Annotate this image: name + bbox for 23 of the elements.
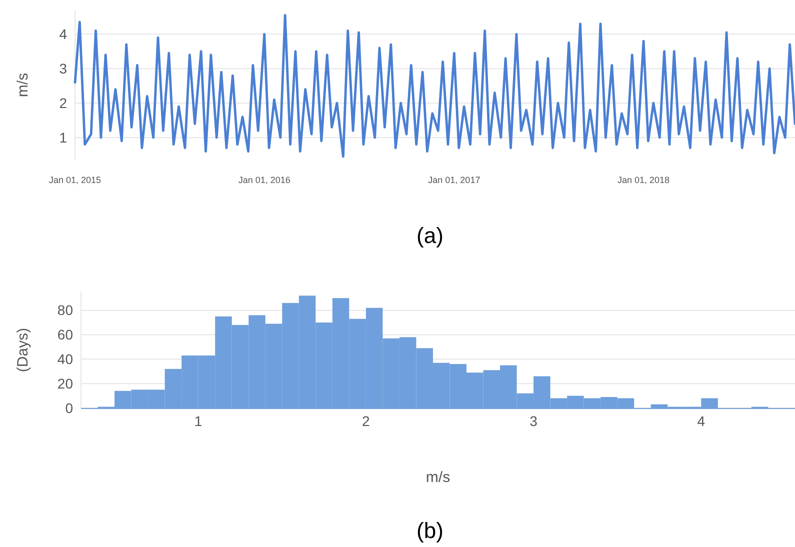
y-tick-label: 0 [65, 400, 74, 416]
y-tick-label: 80 [57, 302, 74, 318]
x-tick-label: 1 [194, 413, 202, 429]
x-tick-label: Jan 01, 2018 [618, 175, 670, 185]
y-tick-label: 60 [57, 326, 74, 343]
x-axis-title: m/s [426, 469, 450, 486]
x-tick-label: 3 [530, 413, 538, 429]
y-axis-title: m/s [14, 72, 32, 98]
y-tick-label: 1 [59, 129, 68, 146]
x-tick-label: 2 [362, 413, 370, 429]
line-series [74, 14, 795, 158]
y-tick-label: 3 [59, 60, 68, 77]
x-tick-label: Jan 01, 2015 [48, 175, 102, 185]
y-tick-label: 4 [59, 26, 68, 42]
text: (b) [416, 518, 444, 543]
y-tick-label: 40 [57, 351, 74, 368]
text: (a) [416, 223, 444, 248]
y-tick-label: 20 [57, 375, 74, 392]
x-tick-label: Jan 01, 2017 [428, 175, 480, 185]
x-tick-label: Jan 01, 2016 [238, 175, 290, 185]
y-tick-label: 2 [59, 95, 68, 112]
x-tick-label: 4 [697, 413, 706, 429]
y-axis-title: (Days) [14, 328, 32, 372]
